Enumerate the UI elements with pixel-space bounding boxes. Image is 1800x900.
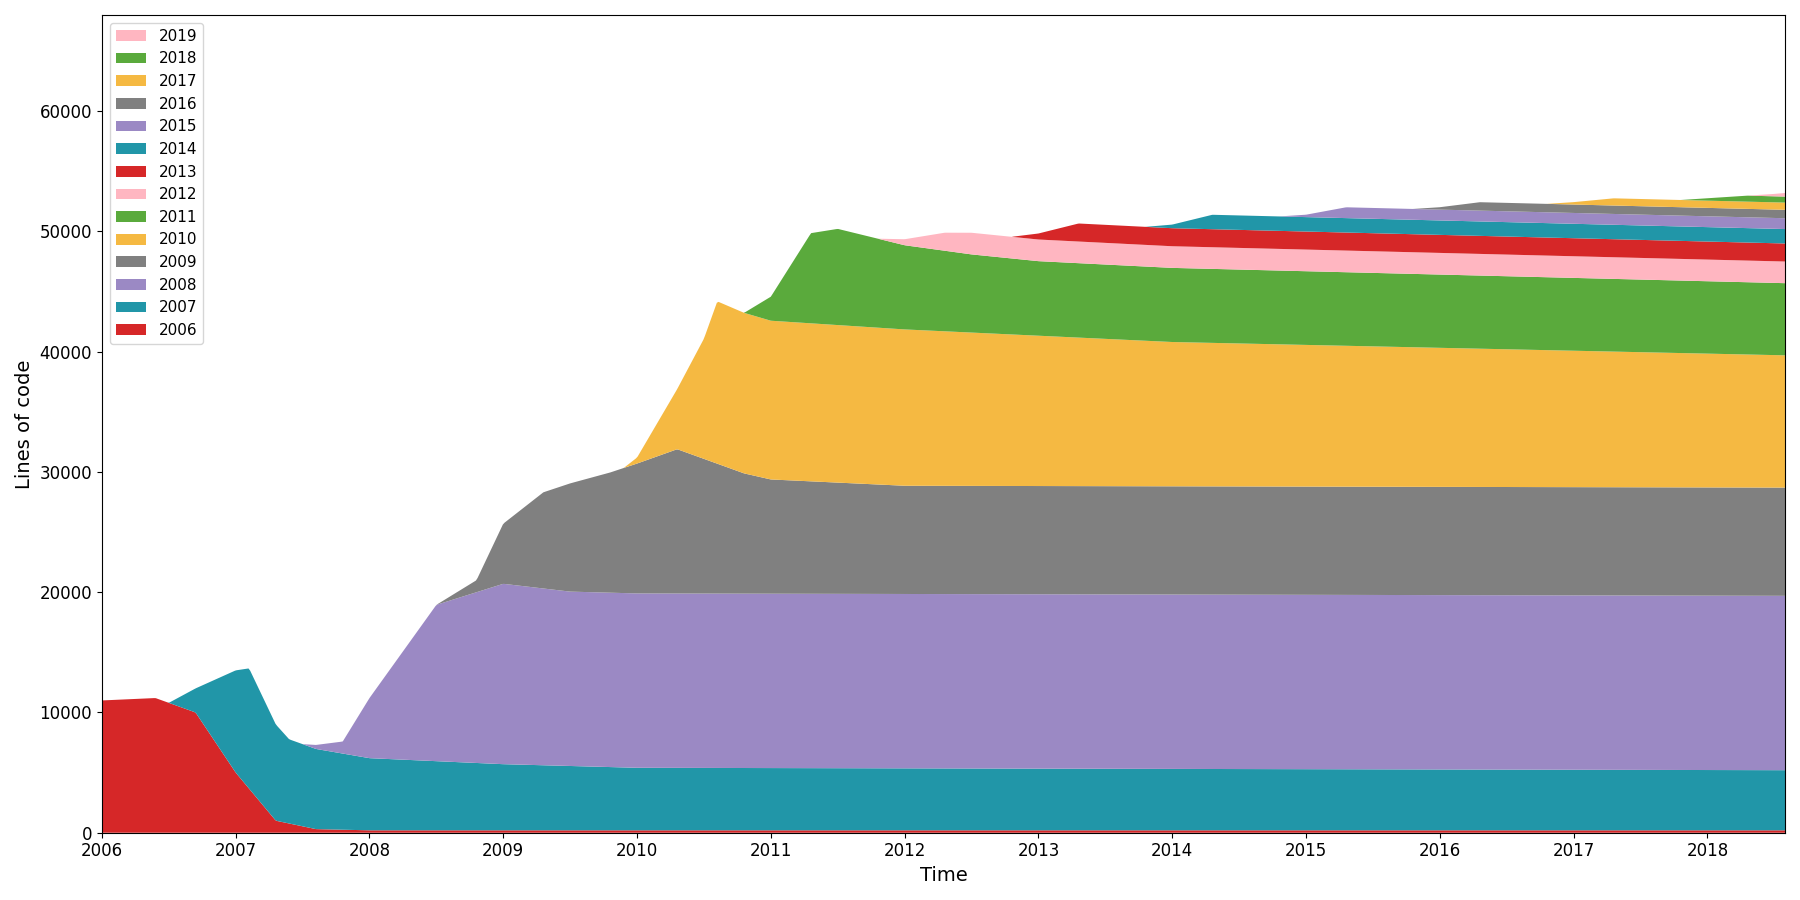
- X-axis label: Time: Time: [920, 866, 967, 885]
- Legend: 2019, 2018, 2017, 2016, 2015, 2014, 2013, 2012, 2011, 2010, 2009, 2008, 2007, 20: 2019, 2018, 2017, 2016, 2015, 2014, 2013…: [110, 22, 203, 344]
- Y-axis label: Lines of code: Lines of code: [14, 359, 34, 489]
